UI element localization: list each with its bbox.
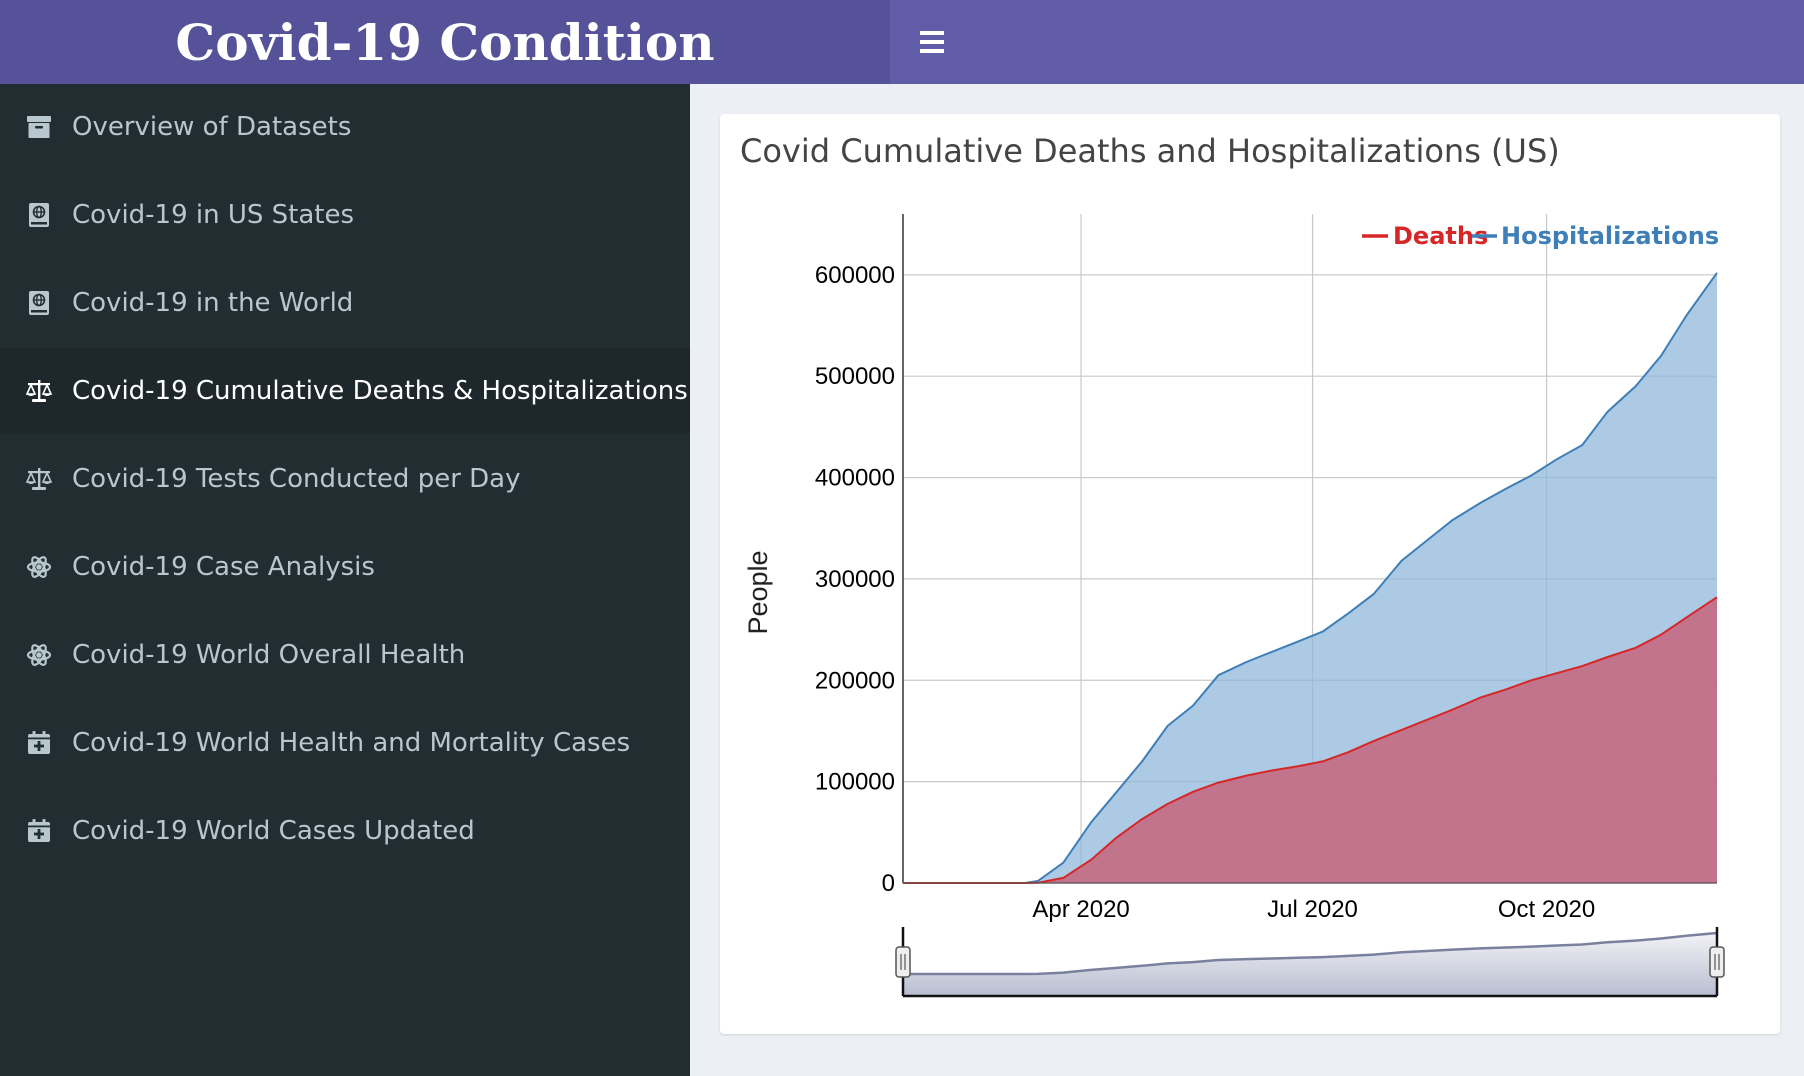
chart-svg[interactable]: 0 100000 200000 300000 400000 500000 600000 Apr… bbox=[720, 194, 1780, 1024]
sidebar-item-label: Covid-19 World Cases Updated bbox=[72, 816, 475, 846]
sidebar-item-deaths-hospitalizations[interactable]: Covid-19 Cumulative Deaths & Hospitaliza… bbox=[0, 348, 690, 434]
y-tick-label: 0 bbox=[882, 870, 895, 897]
y-tick-label: 400000 bbox=[815, 465, 895, 492]
range-selector-area bbox=[903, 933, 1717, 996]
archive-icon bbox=[0, 113, 72, 141]
sidebar-item-world-health[interactable]: Covid-19 World Overall Health bbox=[0, 612, 690, 698]
hamburger-icon[interactable] bbox=[918, 20, 948, 64]
sidebar-item-label: Covid-19 World Health and Mortality Case… bbox=[72, 728, 631, 758]
app-title: Covid-19 Condition bbox=[175, 12, 715, 72]
range-selector-line bbox=[903, 931, 1718, 976]
x-tick-label: Apr 2020 bbox=[1032, 896, 1129, 923]
main-content: Covid Cumulative Deaths and Hospitalizat… bbox=[690, 84, 1804, 1076]
atlas-book-icon bbox=[0, 201, 72, 229]
sidebar-item-label: Covid-19 Case Analysis bbox=[72, 552, 375, 582]
box-title: Covid Cumulative Deaths and Hospitalizat… bbox=[740, 132, 1560, 170]
legend-hospitalizations-label: Hospitalizations bbox=[1501, 222, 1719, 250]
sidebar-item-world-cases-updated[interactable]: Covid-19 World Cases Updated bbox=[0, 788, 690, 874]
y-tick-label: 100000 bbox=[815, 769, 895, 796]
y-tick-label: 200000 bbox=[815, 667, 895, 694]
balance-scale-icon bbox=[0, 465, 72, 493]
sidebar-item-case-analysis[interactable]: Covid-19 Case Analysis bbox=[0, 524, 690, 610]
y-tick-label: 300000 bbox=[815, 566, 895, 593]
atlas-book-icon bbox=[0, 289, 72, 317]
sidebar-item-label: Covid-19 in US States bbox=[72, 200, 355, 230]
atom-icon bbox=[0, 553, 72, 581]
sidebar-item-label: Covid-19 Tests Conducted per Day bbox=[72, 464, 521, 494]
sidebar-item-tests-per-day[interactable]: Covid-19 Tests Conducted per Day bbox=[0, 436, 690, 522]
sidebar-item-us-states[interactable]: Covid-19 in US States bbox=[0, 172, 690, 258]
y-tick-label: 600000 bbox=[815, 262, 895, 289]
sidebar-item-label: Covid-19 World Overall Health bbox=[72, 640, 466, 670]
y-axis-label: People bbox=[743, 550, 773, 634]
hamburger-icon-glyph bbox=[920, 31, 944, 53]
calendar-plus-icon bbox=[0, 817, 72, 845]
sidebar-item-label: Covid-19 in the World bbox=[72, 288, 354, 318]
hospitalizations-line bbox=[903, 272, 1718, 884]
deaths-area bbox=[903, 597, 1717, 883]
sidebar: Overview of Datasets Covid-19 in US Stat… bbox=[0, 84, 690, 1076]
sidebar-item-health-mortality[interactable]: Covid-19 World Health and Mortality Case… bbox=[0, 700, 690, 786]
balance-scale-icon bbox=[0, 377, 72, 405]
range-handle-right[interactable] bbox=[1709, 946, 1725, 978]
app-logo-title[interactable]: Covid-19 Condition bbox=[0, 0, 890, 84]
y-tick-label: 500000 bbox=[815, 363, 895, 390]
range-handle-left[interactable] bbox=[895, 946, 911, 978]
sidebar-item-overview[interactable]: Overview of Datasets bbox=[0, 84, 690, 170]
sidebar-item-label: Covid-19 Cumulative Deaths & Hospitaliza… bbox=[72, 376, 688, 406]
x-tick-label: Oct 2020 bbox=[1498, 896, 1595, 923]
atom-icon bbox=[0, 641, 72, 669]
deaths-line bbox=[903, 596, 1718, 884]
sidebar-item-world[interactable]: Covid-19 in the World bbox=[0, 260, 690, 346]
chart-box: Covid Cumulative Deaths and Hospitalizat… bbox=[720, 114, 1780, 1034]
top-navbar: Covid-19 Condition bbox=[0, 0, 1804, 84]
calendar-plus-icon bbox=[0, 729, 72, 757]
x-tick-label: Jul 2020 bbox=[1267, 896, 1358, 923]
sidebar-item-label: Overview of Datasets bbox=[72, 112, 352, 142]
